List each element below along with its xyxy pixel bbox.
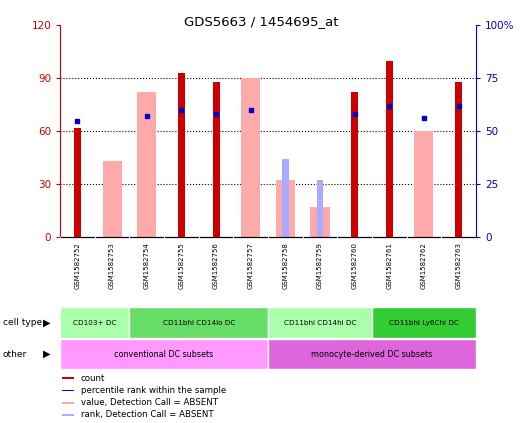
Text: cell type: cell type xyxy=(3,318,42,327)
Bar xyxy=(137,92,156,237)
Text: count: count xyxy=(81,374,105,383)
Bar xyxy=(129,307,268,338)
Text: monocyte-derived DC subsets: monocyte-derived DC subsets xyxy=(311,350,433,359)
Text: GSM1582756: GSM1582756 xyxy=(213,242,219,289)
Text: GSM1582763: GSM1582763 xyxy=(456,242,462,289)
Bar xyxy=(241,78,260,237)
Text: value, Detection Call = ABSENT: value, Detection Call = ABSENT xyxy=(81,398,218,407)
Bar xyxy=(276,181,295,237)
Text: GSM1582758: GSM1582758 xyxy=(282,242,288,289)
Text: GSM1582760: GSM1582760 xyxy=(351,242,358,289)
Bar xyxy=(60,307,129,338)
Bar xyxy=(178,73,185,237)
Bar xyxy=(268,339,476,370)
Bar xyxy=(62,377,74,379)
Bar xyxy=(311,207,329,237)
Text: GSM1582754: GSM1582754 xyxy=(144,242,150,289)
Bar xyxy=(62,402,74,404)
Bar xyxy=(62,390,74,391)
Text: GSM1582752: GSM1582752 xyxy=(74,242,81,289)
Bar xyxy=(386,60,393,237)
Text: ▶: ▶ xyxy=(43,349,51,359)
Text: CD11bhi Ly6Chi DC: CD11bhi Ly6Chi DC xyxy=(389,319,459,326)
Text: rank, Detection Call = ABSENT: rank, Detection Call = ABSENT xyxy=(81,410,213,419)
Bar xyxy=(60,339,268,370)
Text: GSM1582759: GSM1582759 xyxy=(317,242,323,289)
Bar xyxy=(62,414,74,416)
Text: GSM1582753: GSM1582753 xyxy=(109,242,115,289)
Bar xyxy=(282,159,289,237)
Bar xyxy=(268,307,372,338)
Bar xyxy=(212,82,220,237)
Bar xyxy=(372,307,476,338)
Text: GSM1582761: GSM1582761 xyxy=(386,242,392,289)
Bar xyxy=(351,92,358,237)
Text: GSM1582757: GSM1582757 xyxy=(248,242,254,289)
Text: percentile rank within the sample: percentile rank within the sample xyxy=(81,386,226,395)
Text: GSM1582762: GSM1582762 xyxy=(421,242,427,289)
Text: ▶: ▶ xyxy=(43,318,51,327)
Bar xyxy=(316,180,323,237)
Text: conventional DC subsets: conventional DC subsets xyxy=(115,350,214,359)
Text: other: other xyxy=(3,350,27,359)
Text: CD103+ DC: CD103+ DC xyxy=(73,319,117,326)
Text: CD11bhi CD14hi DC: CD11bhi CD14hi DC xyxy=(284,319,356,326)
Bar xyxy=(414,131,434,237)
Text: GSM1582755: GSM1582755 xyxy=(178,242,185,289)
Bar xyxy=(74,128,81,237)
Text: CD11bhi CD14lo DC: CD11bhi CD14lo DC xyxy=(163,319,235,326)
Bar xyxy=(103,161,122,237)
Text: GDS5663 / 1454695_at: GDS5663 / 1454695_at xyxy=(184,15,339,28)
Bar xyxy=(455,82,462,237)
